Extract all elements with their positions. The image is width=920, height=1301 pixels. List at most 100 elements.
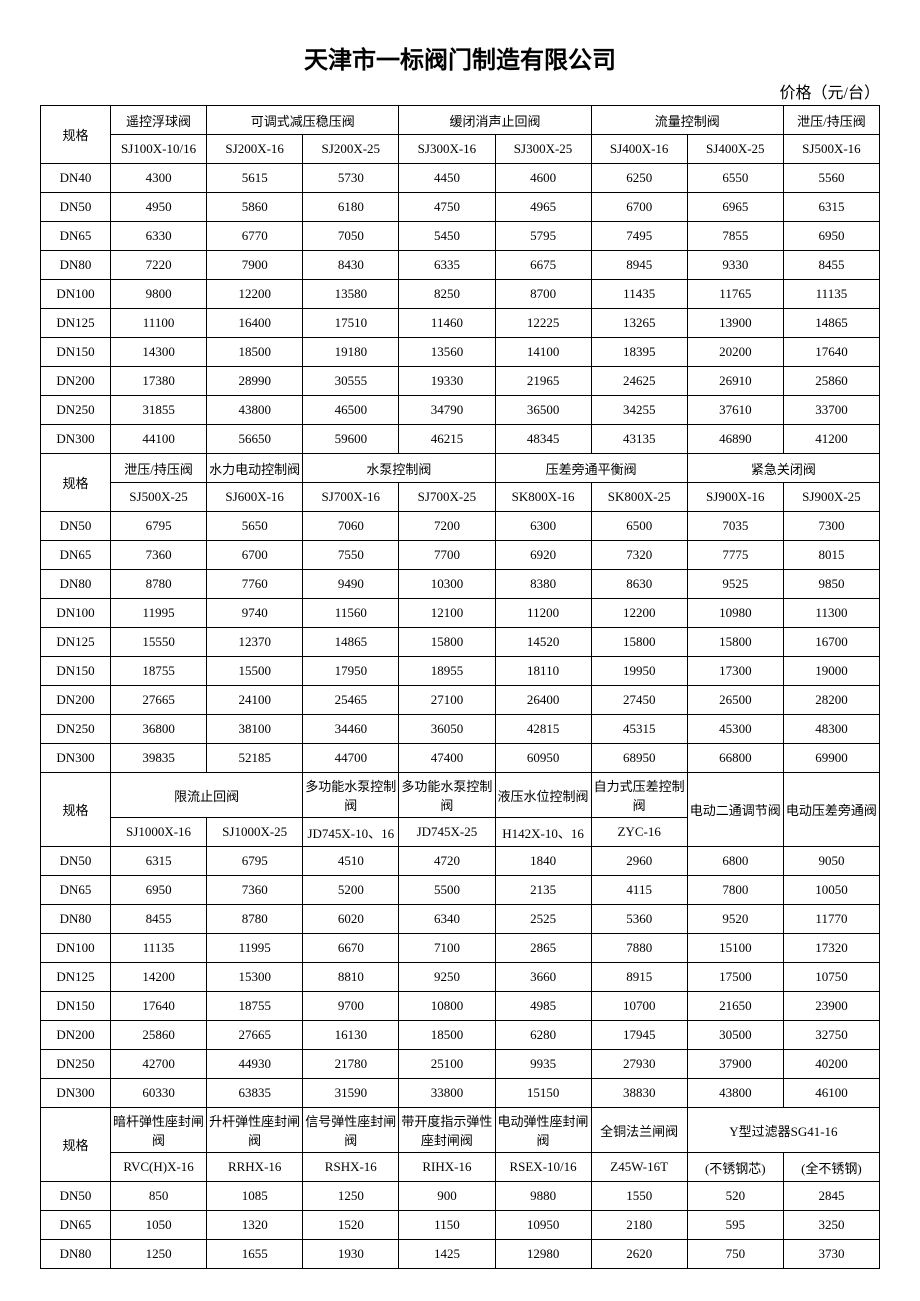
cell: 7900 <box>207 251 303 280</box>
cell: 2180 <box>591 1211 687 1240</box>
cell: 6795 <box>207 847 303 876</box>
cell: 规格 <box>41 454 111 512</box>
cell: DN50 <box>41 847 111 876</box>
cell: 电动二通调节阀 <box>687 773 783 847</box>
cell: 8455 <box>783 251 879 280</box>
cell: 15500 <box>207 657 303 686</box>
cell: 电动弹性座封闸阀 <box>495 1108 591 1153</box>
cell: 21965 <box>495 367 591 396</box>
cell: 9525 <box>687 570 783 599</box>
cell: 24625 <box>591 367 687 396</box>
cell: 8015 <box>783 541 879 570</box>
cell: 6965 <box>687 193 783 222</box>
cell: 7775 <box>687 541 783 570</box>
cell: 6300 <box>495 512 591 541</box>
cell: 6250 <box>591 164 687 193</box>
cell: 2865 <box>495 934 591 963</box>
cell: SK800X-16 <box>495 483 591 512</box>
cell: 15550 <box>111 628 207 657</box>
cell: DN50 <box>41 193 111 222</box>
cell: DN80 <box>41 1240 111 1269</box>
cell: 4300 <box>111 164 207 193</box>
cell: 6670 <box>303 934 399 963</box>
cell: 52185 <box>207 744 303 773</box>
cell: DN40 <box>41 164 111 193</box>
cell: 升杆弹性座封闸阀 <box>207 1108 303 1153</box>
cell: 3660 <box>495 963 591 992</box>
cell: 27665 <box>207 1021 303 1050</box>
cell: 水力电动控制阀 <box>207 454 303 483</box>
cell: 5450 <box>399 222 495 251</box>
cell: 34460 <box>303 715 399 744</box>
cell: SK800X-25 <box>591 483 687 512</box>
cell: DN150 <box>41 338 111 367</box>
cell: 1250 <box>111 1240 207 1269</box>
cell: 36050 <box>399 715 495 744</box>
cell: 7100 <box>399 934 495 963</box>
cell: 46500 <box>303 396 399 425</box>
cell: 7320 <box>591 541 687 570</box>
cell: 4450 <box>399 164 495 193</box>
cell: DN125 <box>41 963 111 992</box>
cell: 28990 <box>207 367 303 396</box>
cell: 34790 <box>399 396 495 425</box>
cell: 6335 <box>399 251 495 280</box>
cell: DN300 <box>41 1079 111 1108</box>
cell: 遥控浮球阀 <box>111 106 207 135</box>
cell: 2960 <box>591 847 687 876</box>
cell: 6340 <box>399 905 495 934</box>
cell: 26500 <box>687 686 783 715</box>
cell: SJ500X-25 <box>111 483 207 512</box>
cell: 7880 <box>591 934 687 963</box>
cell: DN50 <box>41 512 111 541</box>
cell: 18755 <box>207 992 303 1021</box>
cell: 38100 <box>207 715 303 744</box>
cell: 23900 <box>783 992 879 1021</box>
cell: 1930 <box>303 1240 399 1269</box>
cell: DN300 <box>41 425 111 454</box>
cell: RRHX-16 <box>207 1153 303 1182</box>
cell: 6675 <box>495 251 591 280</box>
cell: 27100 <box>399 686 495 715</box>
cell: 11995 <box>111 599 207 628</box>
cell: DN100 <box>41 934 111 963</box>
cell: RSEX-10/16 <box>495 1153 591 1182</box>
cell: 1520 <box>303 1211 399 1240</box>
cell: 6700 <box>591 193 687 222</box>
cell: H142X-10、16 <box>495 818 591 847</box>
cell: 5200 <box>303 876 399 905</box>
cell: 7200 <box>399 512 495 541</box>
cell: SJ400X-25 <box>687 135 783 164</box>
cell: 15800 <box>399 628 495 657</box>
cell: 16130 <box>303 1021 399 1050</box>
cell: 44930 <box>207 1050 303 1079</box>
cell: 19000 <box>783 657 879 686</box>
cell: DN200 <box>41 367 111 396</box>
cell: 1250 <box>303 1182 399 1211</box>
cell: 7855 <box>687 222 783 251</box>
cell: 6770 <box>207 222 303 251</box>
cell: 1320 <box>207 1211 303 1240</box>
cell: 5795 <box>495 222 591 251</box>
cell: DN200 <box>41 1021 111 1050</box>
cell: 7220 <box>111 251 207 280</box>
cell: 6550 <box>687 164 783 193</box>
cell: 16700 <box>783 628 879 657</box>
cell: 45300 <box>687 715 783 744</box>
cell: 12225 <box>495 309 591 338</box>
cell: RSHX-16 <box>303 1153 399 1182</box>
cell: 9520 <box>687 905 783 934</box>
cell: 5615 <box>207 164 303 193</box>
cell: RVC(H)X-16 <box>111 1153 207 1182</box>
cell: 11765 <box>687 280 783 309</box>
cell: 7700 <box>399 541 495 570</box>
cell: SJ600X-16 <box>207 483 303 512</box>
cell: 14100 <box>495 338 591 367</box>
cell: 11460 <box>399 309 495 338</box>
cell: 43800 <box>687 1079 783 1108</box>
cell: 5860 <box>207 193 303 222</box>
cell: DN65 <box>41 541 111 570</box>
cell: 17380 <box>111 367 207 396</box>
cell: 11200 <box>495 599 591 628</box>
cell: 45315 <box>591 715 687 744</box>
